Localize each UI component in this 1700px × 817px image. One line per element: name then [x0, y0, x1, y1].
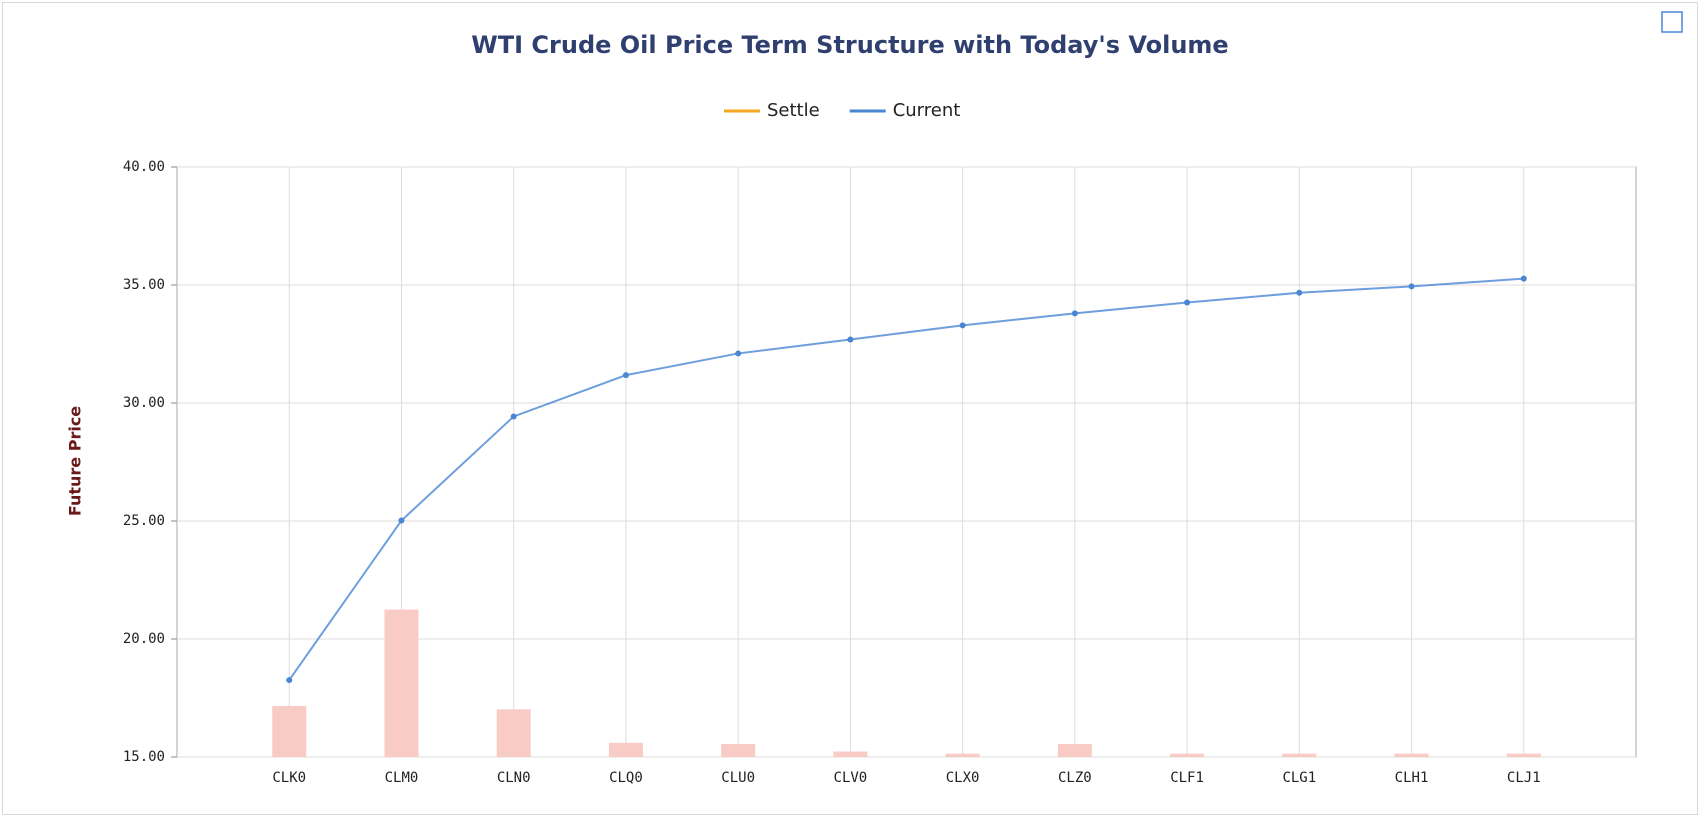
y-axis-label: Future Price [66, 406, 85, 516]
point [622, 372, 629, 379]
x-tick-label: CLJ1 [1507, 770, 1541, 786]
volume-bar [1282, 753, 1317, 757]
x-tick-label: CLV0 [834, 770, 868, 786]
point [1071, 310, 1078, 317]
line-series [288, 277, 1524, 681]
y-tick-label: 30.00 [123, 395, 165, 411]
x-tick-label: CLF1 [1170, 770, 1204, 786]
y-tick-label: 20.00 [123, 631, 165, 647]
volume-bar [1394, 753, 1429, 757]
legend-label: Settle [767, 100, 820, 121]
volume-bar [721, 744, 756, 757]
point [1296, 289, 1303, 296]
volume-bar [272, 706, 307, 757]
point [286, 677, 293, 684]
x-tick-label: CLM0 [385, 770, 419, 786]
point [1520, 275, 1527, 282]
x-tick-label: CLU0 [721, 770, 755, 786]
x-tick-label: CLN0 [497, 770, 531, 786]
volume-bar [1506, 753, 1541, 757]
volume-bar [945, 753, 980, 757]
x-tick-label: CLZ0 [1058, 770, 1092, 786]
legend-label: Current [893, 100, 961, 121]
window-icon[interactable] [1661, 11, 1683, 33]
y-tick-label: 40.00 [123, 159, 165, 175]
x-tick-label: CLG1 [1282, 770, 1316, 786]
point [510, 413, 517, 420]
volume-bar [1057, 744, 1092, 757]
x-tick-label: CLX0 [946, 770, 980, 786]
x-tick-label: CLK0 [272, 770, 306, 786]
x-tick-label: CLQ0 [609, 770, 643, 786]
point [847, 336, 854, 343]
volume-bar [384, 609, 419, 757]
point [735, 350, 742, 357]
point [1184, 299, 1191, 306]
volume-bar [1170, 753, 1205, 757]
point [1408, 283, 1415, 290]
x-tick-label: CLH1 [1395, 770, 1429, 786]
y-tick-label: 15.00 [123, 749, 165, 765]
volume-bar [608, 742, 643, 757]
point [959, 322, 966, 329]
volume-bar [833, 751, 868, 757]
volume-bar [496, 709, 531, 757]
chart-title: WTI Crude Oil Price Term Structure with … [471, 31, 1228, 59]
y-tick-label: 35.00 [123, 277, 165, 293]
y-tick-label: 25.00 [123, 513, 165, 529]
point [398, 517, 405, 524]
